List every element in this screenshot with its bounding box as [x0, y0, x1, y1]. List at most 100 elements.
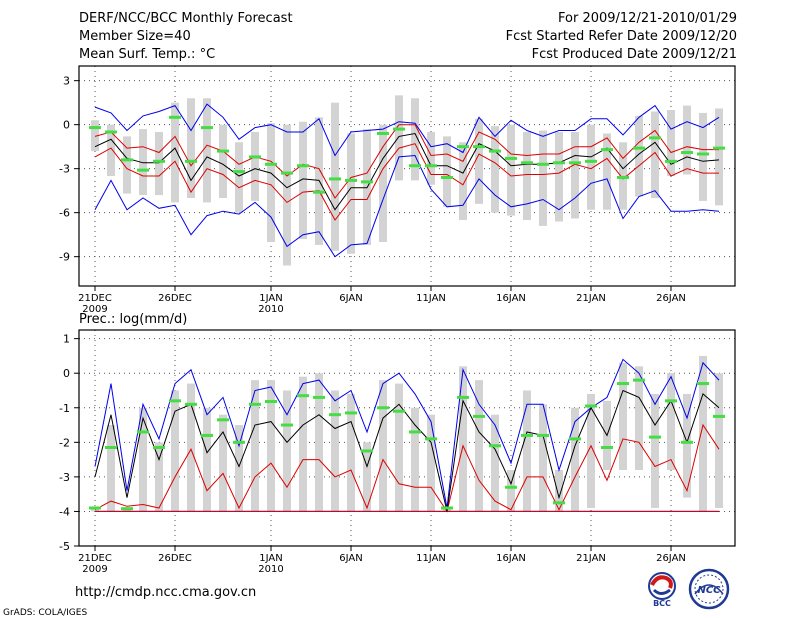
bcc-logo-text: BCC	[653, 599, 671, 608]
spread-bar	[699, 355, 707, 512]
mean-line	[94, 389, 720, 512]
y-tick-label: 0	[63, 367, 70, 380]
spread-bar	[587, 124, 595, 210]
spread-bar	[523, 390, 531, 512]
y-tick-label: -6	[59, 207, 70, 220]
spread-bar	[491, 414, 499, 512]
median-mark	[217, 418, 229, 422]
footer-credit: GrADS: COLA/IGES	[3, 608, 87, 618]
median-mark	[473, 414, 485, 418]
spread-bar	[155, 442, 163, 512]
median-mark	[681, 151, 693, 155]
spread-bar	[187, 383, 195, 512]
spread-bar	[155, 132, 163, 196]
median-mark	[297, 164, 309, 168]
spread-bar	[219, 124, 227, 198]
x-tick-year: 2010	[258, 564, 283, 575]
median-mark	[409, 430, 421, 434]
chart-title: DERF/NCC/BCC Monthly Forecast	[79, 11, 293, 26]
spread-bar	[283, 124, 291, 266]
spread-bar	[187, 98, 195, 198]
median-mark	[425, 164, 437, 168]
median-mark	[457, 395, 469, 399]
x-tick-label: 21JAN	[576, 553, 606, 564]
median-mark	[249, 155, 261, 159]
spread-bar	[651, 111, 659, 198]
median-mark	[217, 149, 229, 153]
x-tick-label: 11JAN	[416, 553, 446, 564]
spread-bar	[395, 95, 403, 181]
median-mark	[185, 159, 197, 163]
median-mark	[393, 127, 405, 131]
x-tick-label: 26JAN	[656, 293, 686, 304]
median-mark	[281, 423, 293, 427]
median-mark	[313, 190, 325, 194]
variable-label-prec: Prec.: log(mm/d)	[79, 312, 187, 327]
spread-bar	[171, 390, 179, 512]
median-mark	[121, 158, 133, 162]
median-mark	[537, 162, 549, 166]
x-tick-label: 26DEC	[158, 553, 192, 564]
y-tick-label: -5	[59, 540, 70, 553]
x-tick-label: 21DEC	[78, 293, 112, 304]
spread-bar	[715, 373, 723, 508]
x-tick-label: 1JAN	[259, 553, 282, 564]
spread-bar	[715, 108, 723, 206]
median-mark	[137, 430, 149, 434]
forecast-period-label: For 2009/12/21-2010/01/29	[558, 11, 737, 26]
median-mark	[265, 400, 277, 404]
median-mark	[633, 378, 645, 382]
median-mark	[633, 146, 645, 150]
median-mark	[185, 402, 197, 406]
spread-bar	[667, 373, 675, 470]
median-mark	[521, 433, 533, 437]
spread-bar	[139, 129, 147, 196]
median-mark	[201, 433, 213, 437]
median-mark	[297, 394, 309, 398]
x-tick-label: 21JAN	[576, 293, 606, 304]
spread-bar	[523, 132, 531, 220]
footer-url[interactable]: http://cmdp.ncc.cma.gov.cn	[75, 585, 256, 600]
spread-bar	[379, 124, 387, 242]
x-tick-year: 2009	[82, 304, 107, 315]
upper_red-line	[94, 124, 719, 199]
plot-frame	[78, 329, 736, 547]
median-mark	[137, 168, 149, 172]
median-mark	[233, 440, 245, 444]
median-mark	[361, 449, 373, 453]
spread-bar	[555, 469, 563, 512]
x-tick-label: 11JAN	[416, 293, 446, 304]
spread-bar	[139, 407, 147, 512]
median-mark	[89, 506, 101, 510]
median-mark	[105, 446, 117, 450]
spread-bar	[347, 133, 355, 254]
spread-bar	[699, 112, 707, 201]
x-tick-year: 2010	[258, 304, 283, 315]
spread-bar	[171, 102, 179, 203]
median-mark	[521, 161, 533, 165]
ncc-logo-text: NCC	[697, 585, 721, 596]
spread-bar	[203, 98, 211, 203]
median-mark	[649, 136, 661, 140]
spread-bar	[459, 142, 467, 220]
spread-bar	[299, 121, 307, 240]
median-mark	[473, 145, 485, 149]
median-mark	[361, 180, 373, 184]
spread-bar	[635, 115, 643, 197]
median-mark	[457, 145, 469, 149]
y-tick-label: 0	[63, 119, 70, 132]
x-tick-label: 26DEC	[158, 293, 192, 304]
median-mark	[441, 506, 453, 510]
bcc-logo: BCC	[640, 570, 684, 608]
lower-line	[94, 154, 720, 258]
median-mark	[345, 411, 357, 415]
median-mark	[569, 437, 581, 441]
median-mark	[617, 175, 629, 179]
median-mark	[377, 131, 389, 135]
median-mark	[409, 164, 421, 168]
spread-bar	[555, 132, 563, 222]
median-mark	[537, 433, 549, 437]
y-tick-label: -4	[59, 505, 70, 518]
y-tick-label: -9	[59, 251, 70, 264]
median-mark	[313, 395, 325, 399]
